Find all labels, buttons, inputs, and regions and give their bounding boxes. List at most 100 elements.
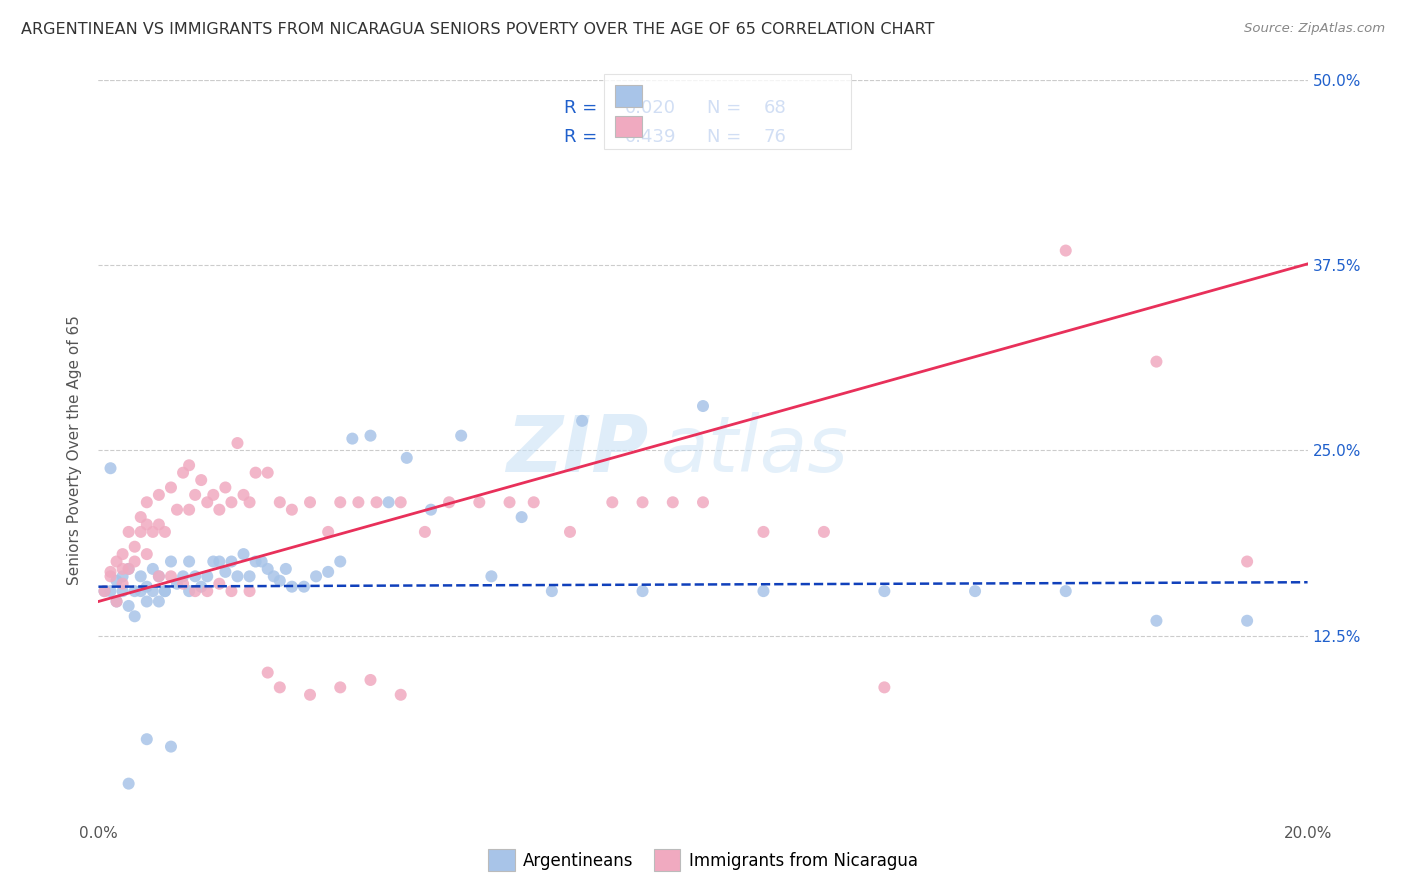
Point bbox=[124, 555, 146, 569]
Point bbox=[93, 584, 115, 599]
Point bbox=[172, 576, 194, 591]
Point bbox=[190, 580, 212, 594]
Point bbox=[129, 569, 152, 583]
Text: N =: N = bbox=[707, 128, 747, 146]
Point bbox=[245, 555, 267, 569]
Legend:                                    ,                                    : , bbox=[603, 74, 851, 149]
Point bbox=[498, 495, 520, 509]
Point bbox=[142, 584, 165, 599]
Point bbox=[377, 495, 399, 509]
Point bbox=[105, 574, 128, 588]
Point bbox=[118, 776, 141, 791]
Point bbox=[184, 569, 207, 583]
Point bbox=[316, 565, 339, 579]
Point bbox=[129, 510, 152, 524]
Legend: Argentineans, Immigrants from Nicaragua: Argentineans, Immigrants from Nicaragua bbox=[479, 841, 927, 880]
Point bbox=[105, 594, 128, 608]
Point bbox=[571, 414, 593, 428]
Point bbox=[111, 569, 134, 583]
Point bbox=[366, 495, 388, 509]
Point bbox=[316, 524, 339, 539]
Point bbox=[184, 584, 207, 599]
Point bbox=[873, 681, 896, 695]
Point bbox=[232, 488, 254, 502]
Text: 0.020: 0.020 bbox=[624, 99, 675, 117]
Point bbox=[420, 502, 443, 516]
Point bbox=[153, 584, 176, 599]
Point bbox=[111, 547, 134, 561]
Point bbox=[135, 580, 157, 594]
Point bbox=[100, 569, 122, 583]
Point bbox=[148, 517, 170, 532]
Point bbox=[226, 569, 249, 583]
Point bbox=[179, 502, 201, 516]
Text: R =: R = bbox=[564, 99, 603, 117]
Point bbox=[305, 569, 328, 583]
Point bbox=[100, 584, 122, 599]
Point bbox=[269, 681, 291, 695]
Point bbox=[269, 495, 291, 509]
Point bbox=[813, 524, 835, 539]
Text: R =: R = bbox=[564, 128, 603, 146]
Point bbox=[239, 569, 262, 583]
Point bbox=[166, 576, 188, 591]
Point bbox=[256, 466, 278, 480]
Point bbox=[100, 461, 122, 475]
Point bbox=[239, 495, 262, 509]
Point bbox=[195, 569, 218, 583]
Point bbox=[389, 495, 412, 509]
Point bbox=[166, 502, 188, 516]
Point bbox=[100, 565, 122, 579]
Text: Source: ZipAtlas.com: Source: ZipAtlas.com bbox=[1244, 22, 1385, 36]
Point bbox=[221, 584, 243, 599]
Point bbox=[250, 555, 273, 569]
Point bbox=[135, 594, 157, 608]
Point bbox=[135, 517, 157, 532]
Y-axis label: Seniors Poverty Over the Age of 65: Seniors Poverty Over the Age of 65 bbox=[67, 316, 83, 585]
Point bbox=[208, 555, 231, 569]
Point bbox=[1054, 584, 1077, 599]
Point bbox=[269, 574, 291, 588]
Point bbox=[450, 428, 472, 442]
Point bbox=[342, 432, 364, 446]
Point bbox=[631, 495, 654, 509]
Point bbox=[179, 458, 201, 473]
Text: N =: N = bbox=[707, 99, 747, 117]
Point bbox=[221, 495, 243, 509]
Point bbox=[389, 688, 412, 702]
Point bbox=[965, 584, 987, 599]
Point bbox=[437, 495, 460, 509]
Point bbox=[111, 576, 134, 591]
Point bbox=[160, 739, 183, 754]
Point bbox=[202, 555, 225, 569]
Point bbox=[160, 555, 183, 569]
Point bbox=[111, 584, 134, 599]
Point bbox=[299, 688, 322, 702]
Point bbox=[208, 576, 231, 591]
Point bbox=[160, 569, 183, 583]
Point bbox=[124, 540, 146, 554]
Point bbox=[179, 555, 201, 569]
Point bbox=[129, 584, 152, 599]
Point bbox=[214, 565, 236, 579]
Point bbox=[281, 580, 304, 594]
Point bbox=[245, 466, 267, 480]
Point bbox=[153, 584, 176, 599]
Text: ARGENTINEAN VS IMMIGRANTS FROM NICARAGUA SENIORS POVERTY OVER THE AGE OF 65 CORR: ARGENTINEAN VS IMMIGRANTS FROM NICARAGUA… bbox=[21, 22, 935, 37]
Point bbox=[281, 502, 304, 516]
Point bbox=[329, 681, 352, 695]
Point bbox=[153, 524, 176, 539]
Point bbox=[208, 502, 231, 516]
Point bbox=[221, 555, 243, 569]
Point bbox=[329, 555, 352, 569]
Point bbox=[360, 428, 382, 442]
Point bbox=[661, 495, 683, 509]
Text: 0.439: 0.439 bbox=[624, 128, 676, 146]
Point bbox=[118, 524, 141, 539]
Point bbox=[142, 562, 165, 576]
Point bbox=[752, 584, 775, 599]
Point bbox=[752, 524, 775, 539]
Point bbox=[1144, 354, 1167, 368]
Point bbox=[124, 584, 146, 599]
Point bbox=[239, 584, 262, 599]
